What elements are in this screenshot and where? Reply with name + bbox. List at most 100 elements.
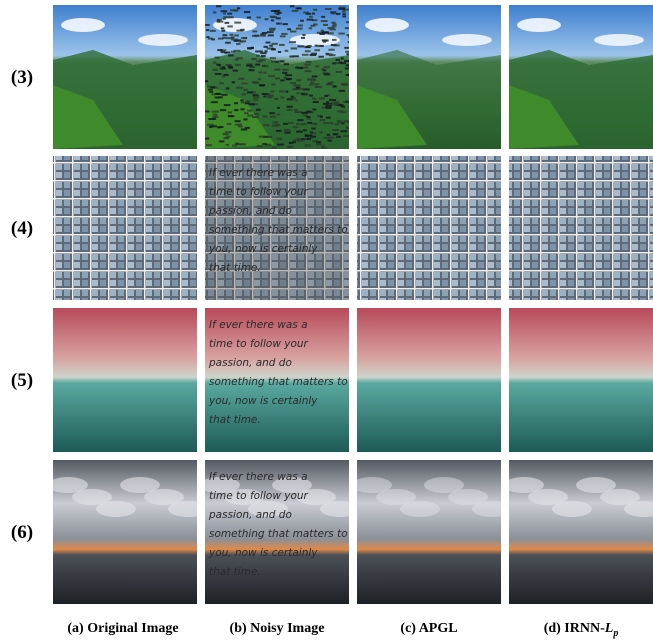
cloud (168, 501, 208, 517)
overlay-text: If ever there was a (209, 167, 308, 179)
noise (236, 30, 243, 32)
noise (346, 74, 350, 76)
overlay-text: If ever there was a (209, 471, 308, 483)
noise (310, 132, 316, 134)
noise (312, 140, 317, 142)
noise (263, 95, 266, 97)
noise (321, 16, 325, 18)
image (504, 460, 653, 604)
noise (207, 86, 210, 88)
image-panel (509, 156, 653, 300)
noise (223, 16, 230, 18)
noise (306, 61, 311, 63)
overlay-text: that time. (209, 566, 261, 578)
noise (296, 131, 303, 133)
noise (316, 144, 322, 146)
noise (284, 77, 287, 79)
noise (245, 127, 250, 129)
caption: (c) APGL (400, 621, 457, 636)
noise (321, 68, 324, 70)
noise (285, 50, 289, 52)
noise (347, 101, 352, 103)
noise (272, 121, 278, 123)
noise (290, 82, 296, 84)
noise (307, 122, 312, 124)
noise (302, 54, 309, 56)
noise (316, 86, 322, 88)
noise (320, 116, 323, 118)
noise (205, 138, 209, 140)
noise (237, 143, 244, 145)
noise (222, 66, 225, 68)
noise (309, 84, 313, 86)
noise (290, 55, 294, 57)
noise (296, 28, 303, 30)
noise (344, 60, 349, 62)
image (53, 308, 197, 452)
noise (233, 70, 238, 72)
noise (218, 64, 221, 66)
caption: (b) Noisy Image (230, 621, 325, 636)
noise (290, 30, 297, 32)
noise (313, 9, 317, 11)
noise (276, 23, 279, 25)
noise (262, 65, 268, 67)
cloud (552, 501, 592, 517)
noise (212, 111, 219, 113)
noise (206, 29, 209, 31)
noise (221, 10, 227, 12)
noise (320, 119, 326, 121)
image-panel (357, 156, 501, 300)
noise (235, 64, 241, 66)
noise (344, 47, 351, 49)
noise (253, 94, 259, 96)
caption: (d) IRNN-Lp (544, 621, 619, 639)
noise (334, 62, 339, 64)
noise (301, 93, 305, 95)
image (357, 308, 501, 452)
figure: (3)(4)If ever there was atime to follow … (0, 0, 653, 640)
image-panel (53, 5, 197, 149)
noise (236, 87, 242, 89)
noise (282, 69, 288, 71)
image-bg (53, 156, 197, 300)
noise (323, 41, 326, 43)
noise (221, 94, 227, 96)
noise (322, 32, 329, 34)
noise (280, 60, 285, 62)
cloud (442, 34, 492, 46)
noise (284, 63, 289, 65)
noise (258, 50, 263, 52)
overlay-text: that time. (209, 262, 261, 274)
image-panel: If ever there was atime to follow yourpa… (205, 308, 349, 452)
noise (337, 110, 343, 112)
noise (218, 38, 224, 40)
noise (213, 62, 216, 64)
noise (283, 123, 288, 125)
noise (252, 30, 257, 32)
noise (326, 117, 331, 119)
noise (238, 125, 243, 127)
cloud (320, 501, 360, 517)
noise (325, 8, 332, 10)
noise (268, 136, 273, 138)
image-bg (357, 156, 501, 300)
noise (305, 144, 312, 146)
noise (256, 109, 261, 111)
noise (222, 34, 227, 36)
overlay-text: something that matters to (209, 528, 348, 540)
noise (333, 86, 337, 88)
overlay-text: time to follow your (209, 490, 309, 502)
noise (302, 34, 305, 36)
noise (298, 140, 304, 142)
noise (210, 125, 216, 127)
image-panel (509, 5, 653, 149)
noise (324, 73, 330, 75)
noise (338, 8, 345, 10)
noise (303, 67, 309, 69)
noise (259, 136, 265, 138)
noise (285, 74, 292, 76)
noise (234, 22, 241, 24)
noise (315, 65, 319, 67)
noise (238, 78, 244, 80)
